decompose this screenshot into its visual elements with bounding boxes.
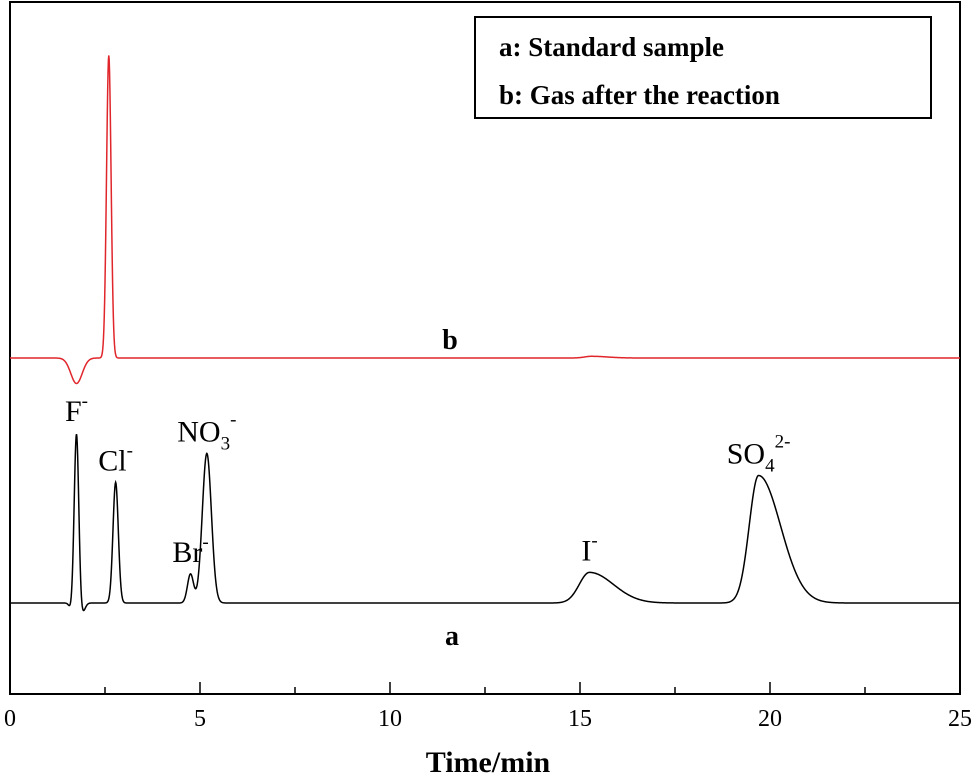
x-axis-tick-labels: 0 5 10 15 20 25 xyxy=(4,706,972,732)
x-tick-label: 25 xyxy=(948,706,972,732)
legend-entry-a: a: Standard sample xyxy=(499,32,724,62)
x-tick-label: 20 xyxy=(758,706,782,732)
peak-label: F- xyxy=(65,391,88,428)
peak-label: NO3- xyxy=(177,409,236,454)
peak-labels: F- Cl- Br- NO3- I- SO42- xyxy=(65,391,790,569)
series-a-line xyxy=(10,433,960,612)
legend-box xyxy=(474,16,932,119)
x-axis-title: Time/min xyxy=(426,746,551,779)
series-b-label: b xyxy=(442,325,458,356)
x-tick-label: 0 xyxy=(4,706,16,732)
peak-label: I- xyxy=(581,530,597,567)
x-tick-label: 15 xyxy=(568,706,592,732)
series-b-line xyxy=(10,55,960,385)
x-axis-ticks xyxy=(9,682,961,694)
peak-label: Cl- xyxy=(98,440,133,477)
x-tick-label: 5 xyxy=(194,706,206,732)
legend: a: Standard sample b: Gas after the reac… xyxy=(474,16,932,119)
peak-label: Br- xyxy=(172,532,208,569)
x-tick-label: 10 xyxy=(378,706,402,732)
legend-entry-b: b: Gas after the reaction xyxy=(499,80,780,110)
series-a-label: a xyxy=(445,621,459,652)
peak-label: SO42- xyxy=(727,432,791,477)
